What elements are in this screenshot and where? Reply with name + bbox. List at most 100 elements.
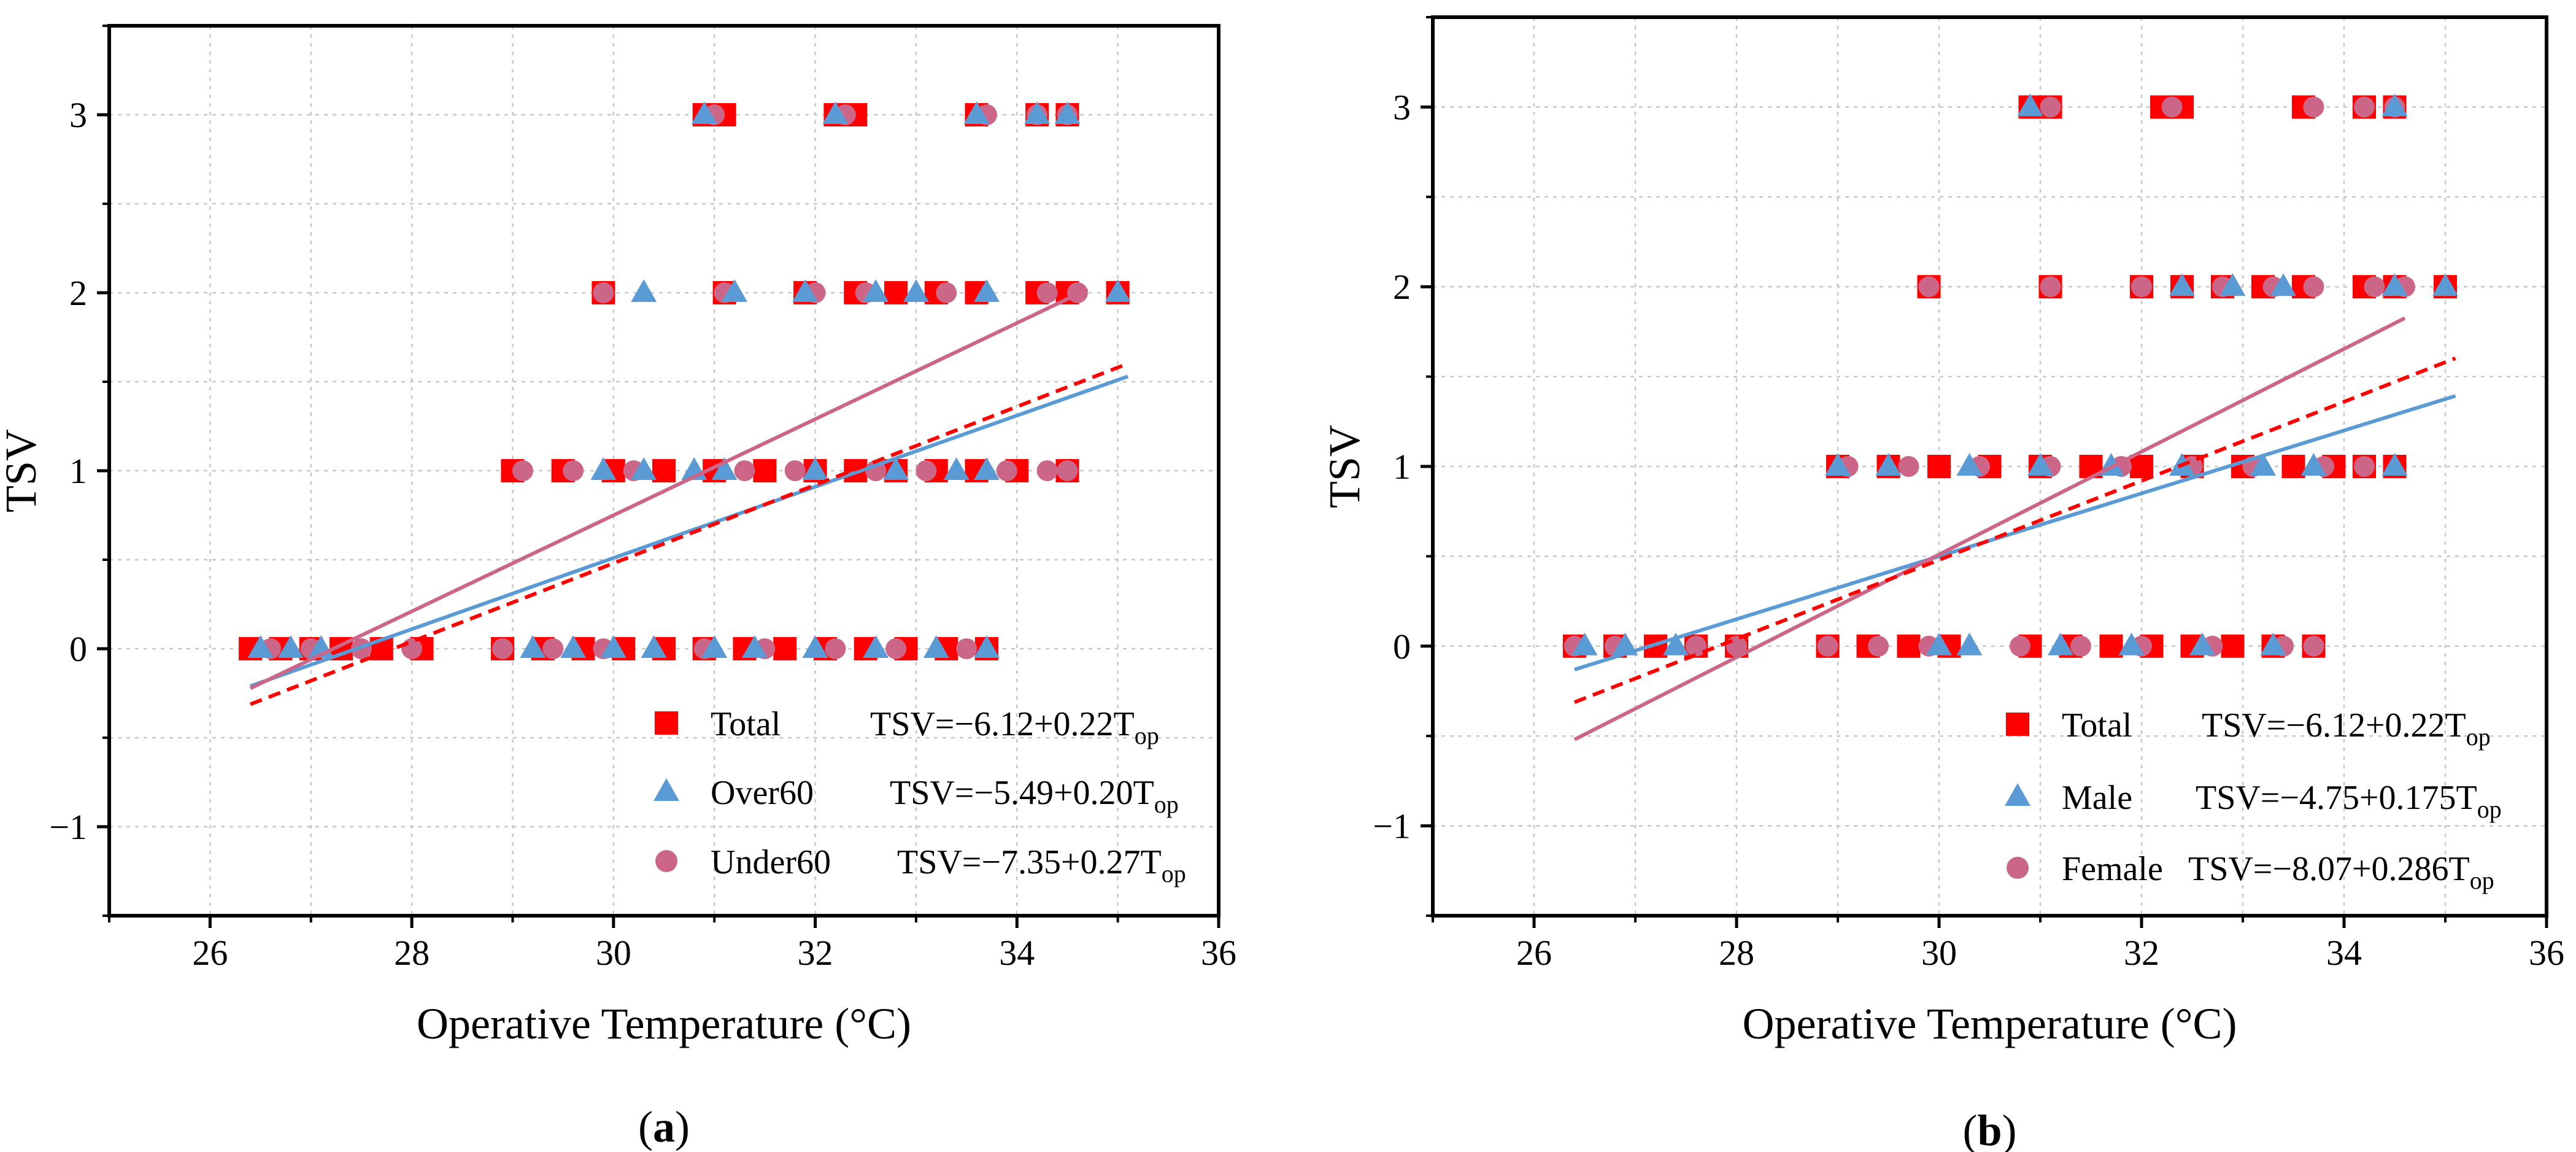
data-point-over60 <box>277 635 304 658</box>
data-point-female <box>2131 276 2152 298</box>
legend: Total TSV=−6.12+0.22Top Over60 TSV=−5.49+0.… <box>654 705 1186 887</box>
legend-equation: TSV=−6.12+0.22Top <box>2202 706 2491 751</box>
legend-marker-circle <box>2007 857 2029 879</box>
x-tick-label: 32 <box>798 933 833 973</box>
legend-equation-subscript: op <box>1154 791 1179 818</box>
data-point-female <box>2364 276 2385 298</box>
y-tick-label: 1 <box>69 451 87 491</box>
data-point-female <box>2303 276 2324 298</box>
x-tick-label: 28 <box>394 933 430 973</box>
data-point-male <box>2118 632 2145 655</box>
data-point-over60 <box>247 635 274 658</box>
legend-equation: TSV=−4.75+0.175Top <box>2196 779 2502 823</box>
data-point-female <box>2303 635 2324 657</box>
panel-label: (a) <box>638 1102 690 1151</box>
legend-label: Under60 <box>711 843 831 881</box>
data-point-male <box>1926 632 1952 655</box>
y-tick-label: −1 <box>1373 806 1411 846</box>
data-point-under60 <box>1036 460 1058 481</box>
legend-item-over60: Over60 TSV=−5.49+0.20Top <box>654 774 1179 818</box>
data-point-over60 <box>560 635 587 658</box>
data-point-male <box>1612 632 1638 655</box>
fit-line-under60 <box>249 287 1089 690</box>
data-point-over60 <box>863 635 889 658</box>
data-point-male <box>1571 632 1598 655</box>
data-point-male <box>2381 93 2408 117</box>
legend-item-under60: Under60 TSV=−7.35+0.27Top <box>655 843 1186 887</box>
y-tick-label: 0 <box>69 629 87 669</box>
y-tick-label: 1 <box>1393 447 1411 487</box>
data-point-male <box>2381 453 2408 476</box>
data-point-male <box>2432 273 2458 296</box>
data-point-female <box>1918 276 1940 298</box>
legend-label: Female <box>2062 850 2163 888</box>
data-point-over60 <box>883 457 909 480</box>
y-tick-label: 0 <box>1393 627 1411 667</box>
x-tick-label: 30 <box>596 933 631 973</box>
panel-b: 26 28 30 32 34 36 −1 0 1 2 3 Operative Temperature … <box>1320 15 2564 1152</box>
legend-item-male: Male TSV=−4.75+0.175Top <box>2005 779 2502 823</box>
data-point-over60 <box>641 635 667 658</box>
legend-item-female: Female TSV=−8.07+0.286Top <box>2007 850 2494 894</box>
legend-label: Male <box>2062 779 2132 817</box>
data-point-under60 <box>563 460 584 481</box>
fit-line-male <box>1574 394 2456 671</box>
data-point-male <box>2250 453 2276 476</box>
x-tick-label: 26 <box>1516 933 1552 973</box>
legend: Total TSV=−6.12+0.22Top Male TSV=−4.75+0.17… <box>2005 706 2502 894</box>
data-point-male <box>2017 93 2043 117</box>
data-point-total <box>2099 634 2123 658</box>
data-point-male <box>2219 273 2246 296</box>
panel-label: (b) <box>1962 1106 2016 1152</box>
data-point-over60 <box>520 635 546 658</box>
data-point-over60 <box>741 635 768 658</box>
data-point-male <box>2270 273 2296 296</box>
data-point-under60 <box>936 282 957 303</box>
data-point-over60 <box>631 457 657 480</box>
gridlines <box>109 26 1219 916</box>
data-point-male <box>2027 453 2053 476</box>
panel-letter: a <box>653 1102 675 1151</box>
data-point-over60 <box>792 279 819 302</box>
legend-marker-circle <box>655 850 677 872</box>
fit-line-over60 <box>250 374 1129 688</box>
data-point-total <box>2281 455 2305 478</box>
data-point-over60 <box>590 457 617 480</box>
data-point-male <box>2169 273 2195 296</box>
data-point-over60 <box>802 457 828 480</box>
data-point-over60 <box>943 457 970 480</box>
data-point-female <box>1868 635 1889 657</box>
fit-line-total <box>1573 356 2456 704</box>
legend-marker-square <box>2006 713 2029 736</box>
y-tick-label: 2 <box>69 273 87 313</box>
panel-letter: b <box>1977 1106 2002 1152</box>
legend-label: Total <box>2062 706 2132 744</box>
x-tick-label: 36 <box>2529 933 2564 973</box>
x-tick-label: 36 <box>1201 933 1236 973</box>
data-point-male <box>2260 632 2286 655</box>
data-point-over60 <box>691 101 717 124</box>
data-point-over60 <box>863 279 889 302</box>
data-point-under60 <box>996 460 1017 481</box>
data-point-over60 <box>701 635 728 658</box>
data-point-under60 <box>512 460 533 481</box>
legend-equation-subscript: op <box>2470 867 2494 894</box>
data-point-under60 <box>1057 460 1078 481</box>
data-point-under60 <box>734 460 755 481</box>
data-point-under60 <box>956 638 978 659</box>
data-point-over60 <box>1024 101 1051 124</box>
data-point-under60 <box>825 638 846 659</box>
data-point-female <box>2161 96 2183 118</box>
fit-line-female <box>1573 316 2406 741</box>
legend-item-total: Total TSV=−6.12+0.22Top <box>655 705 1159 749</box>
y-tick-label: 3 <box>1393 87 1411 127</box>
data-point-male <box>1956 453 1983 476</box>
data-point-under60 <box>885 638 907 659</box>
data-point-total <box>773 637 797 660</box>
x-axis-label: Operative Temperature (°C) <box>1742 999 2237 1048</box>
x-tick-label: 26 <box>192 933 228 973</box>
data-point-male <box>1663 632 1689 655</box>
data-point-male <box>2189 632 2215 655</box>
x-axis-label: Operative Temperature (°C) <box>417 999 911 1048</box>
data-point-over60 <box>973 279 1000 302</box>
